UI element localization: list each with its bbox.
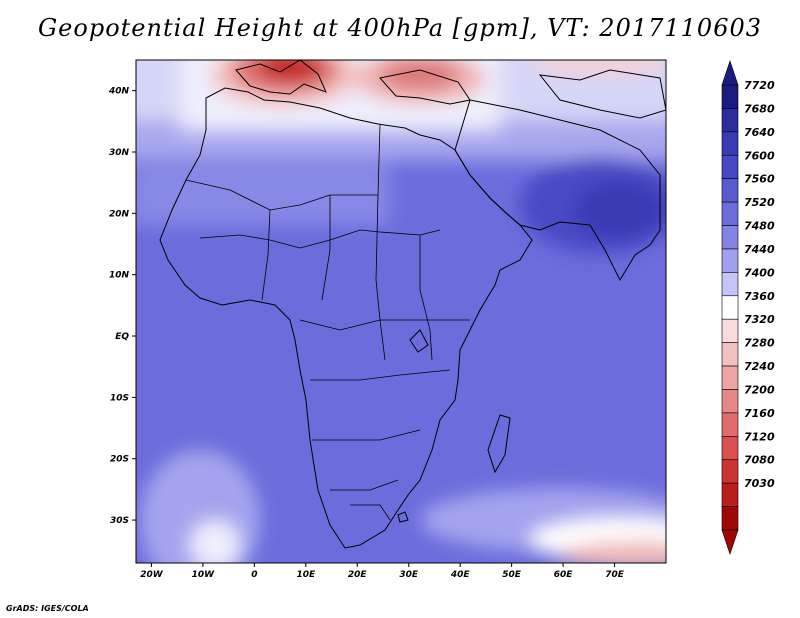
lat-tick-label: EQ (115, 332, 129, 342)
colorbar-level-label: 7600 (744, 149, 775, 162)
colorbar-swatch (721, 342, 739, 367)
colorbar-swatch (721, 272, 739, 297)
colorbar-level-label: 7240 (744, 360, 775, 373)
colorbar-top-arrow (721, 60, 739, 86)
colorbar-swatch (721, 131, 739, 156)
country-borders (185, 123, 470, 521)
colorbar-swatch (721, 412, 739, 437)
colorbar-level-label: 7160 (744, 407, 775, 420)
lon-tick-label: 50E (502, 570, 522, 580)
colorbar-swatch (721, 295, 739, 320)
colorbar-swatch (721, 178, 739, 203)
lat-tick-label: 40N (108, 87, 130, 97)
grads-credit: GrADS: IGES/COLA (6, 604, 89, 613)
colorbar-swatch (721, 482, 739, 507)
colorbar-swatch (721, 389, 739, 414)
colorbar-level-label: 7400 (744, 266, 775, 279)
lat-tick-label: 30N (109, 148, 130, 158)
colorbar-level-label: 7280 (744, 337, 775, 350)
lon-tick-label: 0 (251, 570, 257, 580)
lat-tick-label: 20N (109, 209, 130, 219)
latitude-axis: 40N 30N 20N 10N EQ 10S 20S 30S (108, 87, 136, 526)
colorbar-swatch (721, 201, 739, 226)
colorbar-swatch (721, 108, 739, 133)
colorbar-level-label: 7320 (744, 313, 775, 326)
colorbar-level-label: 7030 (744, 477, 775, 490)
colorbar-swatch (721, 365, 739, 390)
lon-tick-label: 30E (399, 570, 419, 580)
lon-tick-label: 10W (192, 570, 216, 580)
lon-tick-label: 20E (348, 570, 368, 580)
lon-tick-label: 60E (554, 570, 574, 580)
height-field (136, 60, 666, 563)
colorbar-level-label: 7120 (744, 430, 775, 443)
lat-tick-label: 10N (109, 271, 130, 281)
lon-tick-label: 20W (140, 570, 164, 580)
lon-tick-label: 70E (605, 570, 625, 580)
lon-tick-label: 10E (296, 570, 316, 580)
lat-tick-label: 10S (110, 393, 129, 403)
colorbar-bottom-arrow (721, 529, 739, 555)
colorbar-swatch (721, 506, 739, 531)
colorbar-level-label: 7720 (744, 79, 775, 92)
colorbar-level-label: 7680 (744, 102, 775, 115)
colorbar-level-label: 7480 (744, 220, 775, 233)
colorbar-swatch (721, 436, 739, 461)
colorbar-swatch (721, 225, 739, 250)
colorbar-swatch (721, 248, 739, 273)
lat-tick-label: 20S (110, 455, 129, 465)
colorbar-level-label: 7080 (744, 454, 775, 467)
colorbar: 7720 7680 7640 7600 7560 7520 7480 7440 7400 7360… (721, 60, 775, 555)
longitude-axis: 20W 10W 0 10E 20E 30E 40E 50E 60E 70E (140, 563, 625, 580)
plot-frame (135, 59, 667, 564)
coastlines (159, 60, 666, 549)
colorbar-swatch (721, 459, 739, 484)
colorbar-swatch (721, 318, 739, 343)
colorbar-level-label: 7560 (744, 173, 775, 186)
colorbar-swatch (721, 154, 739, 179)
colorbar-swatch (721, 84, 739, 109)
colorbar-level-label: 7520 (744, 196, 775, 209)
colorbar-level-label: 7200 (744, 383, 775, 396)
lat-tick-label: 30S (110, 516, 129, 526)
colorbar-level-label: 7640 (744, 126, 775, 139)
colorbar-level-label: 7360 (744, 290, 775, 303)
colorbar-level-label: 7440 (744, 243, 775, 256)
lon-tick-label: 40E (450, 570, 471, 580)
map-title: Geopotential Height at 400hPa [gpm], VT:… (38, 14, 762, 42)
